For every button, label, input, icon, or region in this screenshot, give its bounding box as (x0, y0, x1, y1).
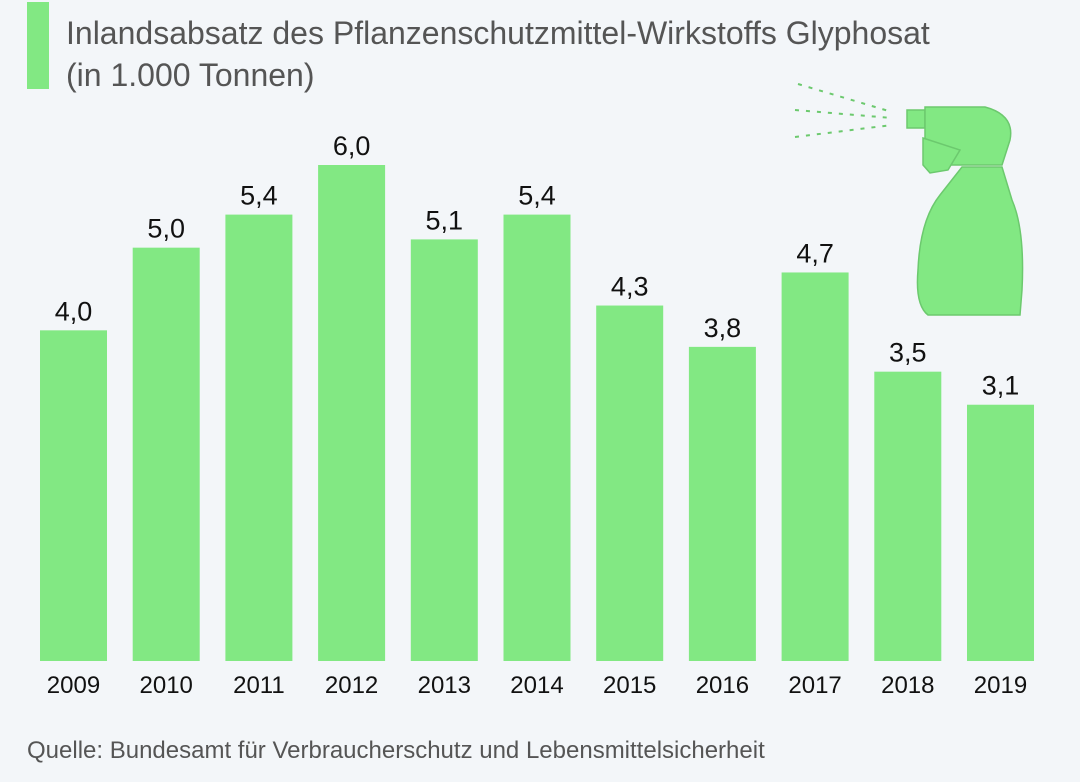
data-label: 3,5 (889, 338, 927, 368)
data-label: 4,0 (55, 296, 93, 326)
x-tick-label: 2015 (603, 672, 656, 699)
data-label: 3,1 (982, 371, 1020, 401)
data-label: 5,4 (240, 181, 278, 211)
x-tick-label: 2016 (696, 672, 749, 699)
x-tick-label: 2018 (881, 672, 934, 699)
bar-2013 (410, 239, 478, 661)
bar-2015 (596, 305, 664, 661)
x-tick-label: 2011 (233, 672, 285, 699)
bar-2009 (40, 330, 107, 661)
bar-2017 (781, 272, 849, 661)
chart-title: Inlandsabsatz des Pflanzenschutzmittel-W… (66, 15, 930, 93)
title-accent-bar (27, 2, 49, 89)
bar-2019 (967, 404, 1034, 661)
bar-2012 (318, 165, 386, 661)
data-label: 6,0 (333, 131, 371, 161)
bar-2014 (503, 214, 571, 661)
x-tick-label: 2013 (418, 672, 471, 699)
data-label: 4,3 (611, 272, 649, 302)
data-label: 4,7 (796, 238, 834, 268)
spray-bottle-icon (794, 83, 1024, 316)
bar-2016 (688, 346, 756, 661)
x-tick-label: 2014 (510, 672, 563, 699)
data-label: 5,0 (147, 214, 185, 244)
x-tick-label: 2012 (325, 672, 378, 699)
bar-2018 (874, 371, 942, 661)
data-label: 5,4 (518, 181, 556, 211)
x-tick-label: 2009 (47, 672, 100, 699)
bar-2010 (132, 247, 200, 661)
bar-chart: 4,0 2009 5,0 2010 5,4 2011 6,0 2012 5,1 2013 5,4 20… (40, 131, 1034, 699)
x-tick-label: 2019 (974, 672, 1027, 699)
data-label: 5,1 (426, 205, 464, 235)
bar-2011 (225, 214, 293, 661)
x-tick-label: 2017 (788, 672, 841, 699)
x-tick-label: 2010 (140, 672, 193, 699)
source-note: Quelle: Bundesamt für Verbraucherschutz … (27, 737, 765, 764)
data-label: 3,8 (704, 313, 742, 343)
